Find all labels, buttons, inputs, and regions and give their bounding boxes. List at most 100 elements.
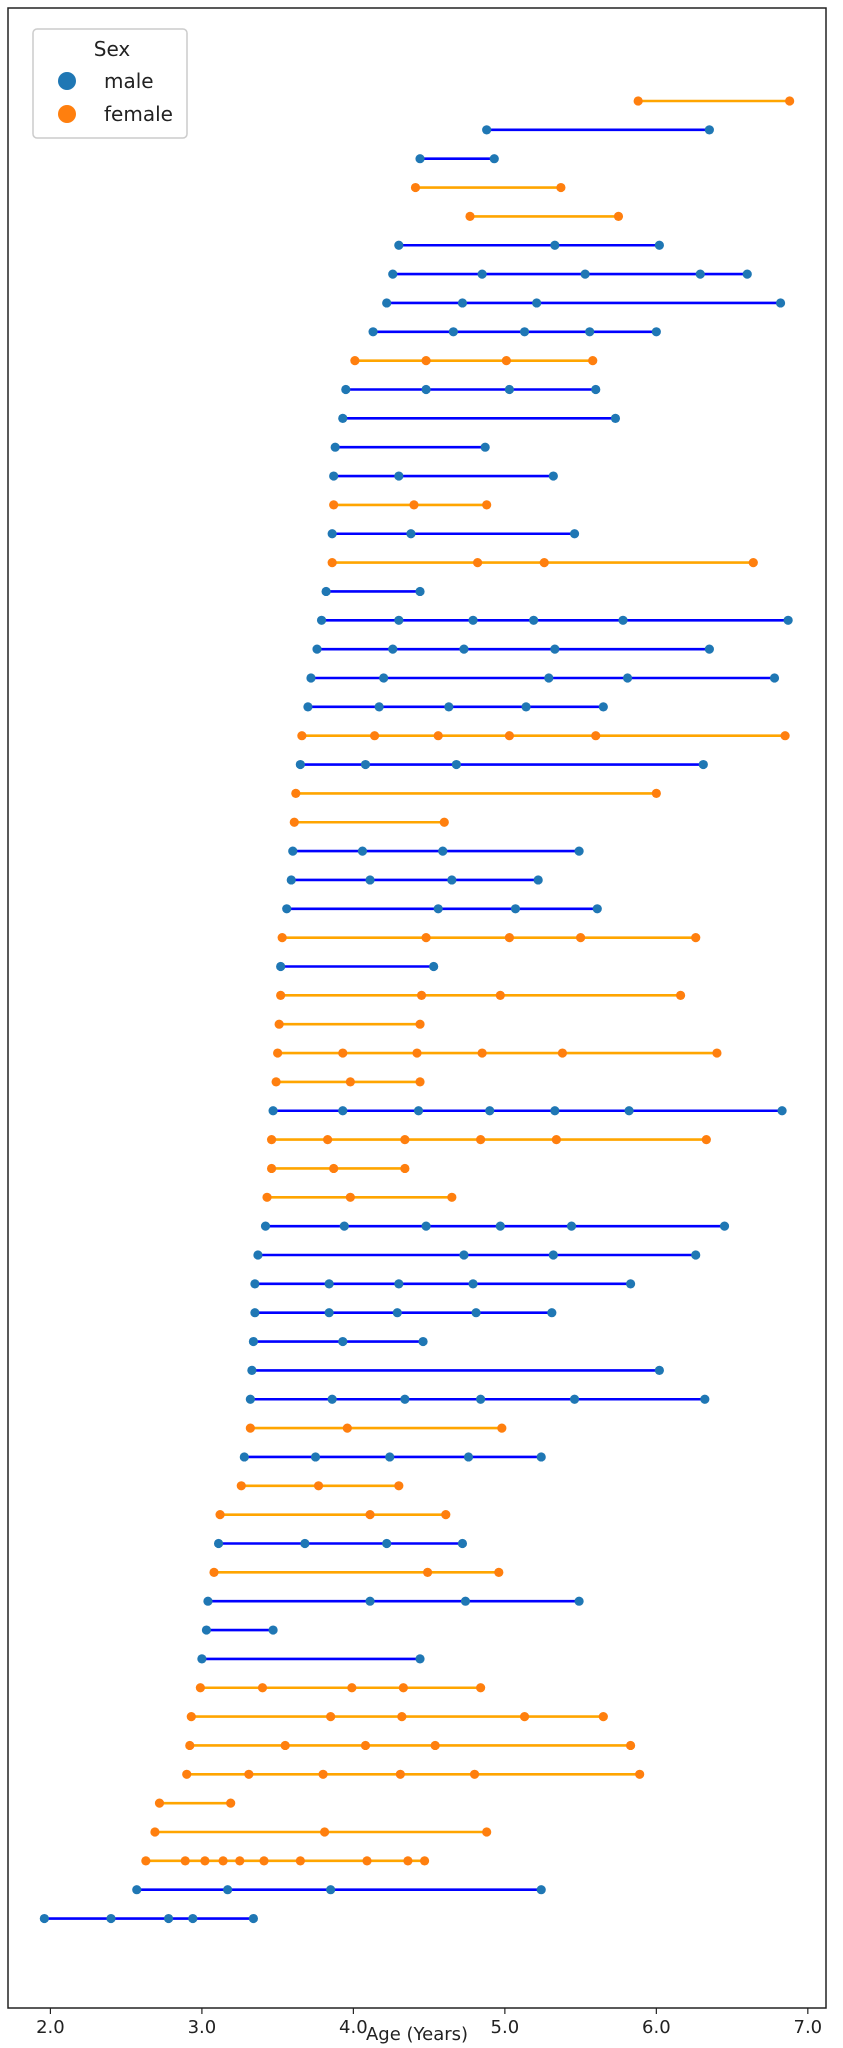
data-point [257,1683,268,1693]
data-point [700,1394,710,1404]
data-point [392,1308,402,1318]
subject-row-male [341,384,601,395]
data-point [476,1683,486,1693]
data-point [548,1250,558,1260]
legend-male-marker [58,72,76,90]
data-point [347,1683,357,1693]
data-point [360,1740,371,1751]
subject-row-male [201,1625,278,1635]
subject-row-female [291,788,661,799]
data-point [215,1510,225,1520]
data-point [504,933,515,943]
data-point [482,1827,492,1837]
data-point [438,846,448,856]
data-point [273,1048,283,1058]
data-point [388,269,398,279]
data-point [625,1279,636,1289]
subject-row-male [329,471,558,481]
data-point [306,673,316,683]
data-point [163,1913,174,1924]
data-point [625,1740,636,1751]
subject-row-male [415,154,499,164]
data-point [394,1481,404,1491]
data-point [223,1885,233,1895]
data-point [209,1567,219,1577]
data-point [550,240,560,250]
data-point [691,1250,701,1260]
subject-row-female [350,356,598,366]
data-point [365,875,375,885]
data-point [468,615,478,625]
data-point [591,384,601,395]
data-point [394,240,404,250]
data-point [318,1769,328,1779]
data-point [635,1769,645,1779]
data-point [719,1221,730,1231]
subject-row-male [245,1394,710,1404]
data-point [551,1135,561,1145]
data-point [651,327,661,337]
data-point [501,356,511,366]
subject-row-male [253,1250,701,1260]
data-point [338,413,348,423]
data-point [598,1712,608,1722]
subject-row-female [277,933,701,943]
data-point [327,1394,337,1404]
data-point [297,731,307,741]
data-point [288,846,298,856]
data-point [592,904,602,914]
series-layer [39,96,795,1924]
data-point [418,1336,428,1347]
data-point [472,558,483,568]
data-point [459,644,469,654]
data-point [566,1221,577,1231]
data-point [598,702,608,712]
x-tick-label: 7.0 [794,2017,823,2038]
data-point [342,1423,352,1433]
data-point [548,471,558,481]
subject-row-female [185,1740,636,1751]
data-point [248,1336,258,1347]
data-point [622,673,633,683]
subject-row-male [382,298,786,308]
data-point [400,1163,410,1174]
data-point [415,154,425,164]
data-point [460,1596,471,1606]
data-point [441,1510,451,1520]
subject-row-male [250,1308,557,1318]
subject-row-male [312,644,714,654]
data-point [410,182,421,193]
data-point [415,1019,425,1029]
data-point [266,1163,277,1174]
data-point [480,442,490,452]
subject-row-male [197,1654,425,1664]
data-point [457,1538,468,1549]
subject-row-male [260,1221,730,1231]
data-point [429,961,439,972]
data-point [519,1712,530,1722]
data-point [250,1308,260,1318]
data-point [497,1423,507,1433]
data-point [519,327,530,337]
data-point [141,1856,151,1866]
data-point [365,1510,375,1520]
data-point [430,1740,440,1751]
x-tick-label: 3.0 [188,2017,217,2038]
data-point [521,702,531,712]
data-point [357,846,368,856]
data-point [403,1856,413,1866]
data-point [203,1596,213,1606]
data-point [360,759,371,770]
data-point [712,1048,722,1058]
data-point [154,1798,165,1808]
data-point [421,384,431,395]
data-point [368,327,378,337]
data-point [132,1885,142,1895]
data-point [188,1913,198,1924]
subject-row-male [394,240,664,250]
data-point [341,384,351,395]
data-point [244,1769,254,1779]
data-point [259,1856,269,1866]
data-point [675,990,686,1000]
subject-row-male [338,413,621,423]
